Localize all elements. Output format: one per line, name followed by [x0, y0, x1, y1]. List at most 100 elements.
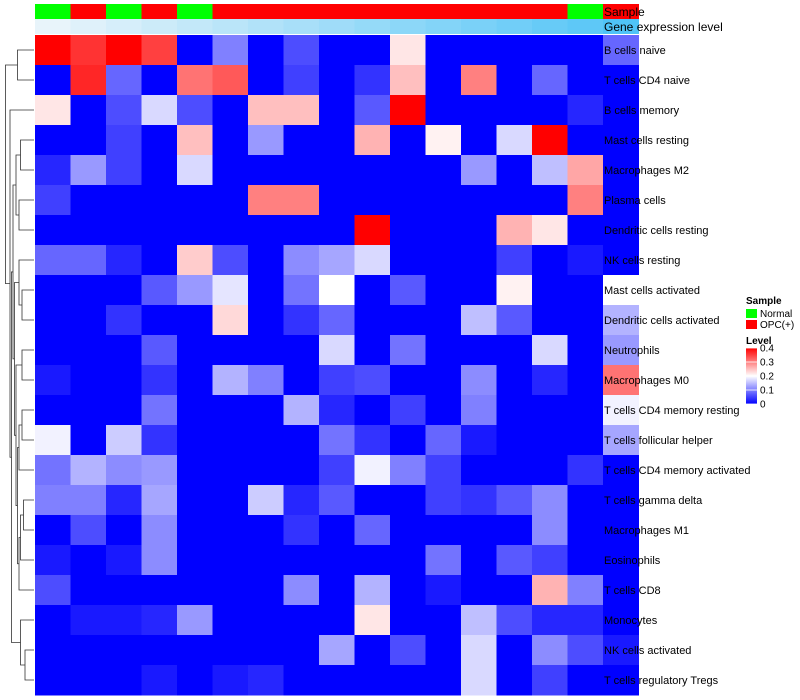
heatmap-cell: [603, 485, 639, 516]
heatmap-cell: [248, 455, 284, 486]
heatmap-cell: [177, 575, 213, 606]
heatmap-cell: [106, 515, 142, 546]
heatmap-cell: [567, 365, 604, 396]
sample-annotation-cell: [212, 4, 249, 19]
level-legend: Level 0.4 0.3 0.2 0.1 0: [746, 336, 774, 411]
heatmap-cell: [532, 425, 568, 456]
heatmap-cell: [141, 65, 178, 96]
heatmap-cell: [567, 125, 604, 156]
heatmap-cell: [319, 155, 355, 186]
sample-annotation-cell: [425, 4, 462, 19]
heatmap-cell: [496, 425, 533, 456]
heatmap-cell: [390, 185, 426, 216]
heatmap-cell: [496, 395, 533, 426]
heatmap-cell: [567, 95, 604, 126]
heatmap-cell: [177, 545, 213, 576]
heatmap-cell: [567, 605, 604, 636]
heatmap-cell: [212, 635, 249, 666]
heatmap-cell: [532, 515, 568, 546]
dendrogram-branch: [20, 139, 34, 171]
row-label: NK cells activated: [604, 645, 691, 657]
heatmap-cell: [141, 575, 178, 606]
heatmap-cell: [567, 395, 604, 426]
heatmap-cell: [106, 575, 142, 606]
dendrogram-branch: [20, 619, 34, 666]
heatmap-cell: [461, 125, 497, 156]
heatmap-cell: [283, 575, 320, 606]
gene-expression-annotation-cell: [35, 19, 71, 34]
heatmap-cell: [390, 305, 426, 336]
heatmap-cell: [212, 245, 249, 276]
heatmap-cell: [461, 155, 497, 186]
sample-annotation-cell: [70, 4, 107, 19]
heatmap-cell: [212, 455, 249, 486]
row-label: B cells memory: [604, 105, 680, 117]
heatmap-cell: [177, 485, 213, 516]
heatmap-cell: [390, 125, 426, 156]
heatmap-cell: [70, 515, 107, 546]
level-tick-label: 0.1: [760, 386, 774, 397]
heatmap-cell: [35, 515, 71, 546]
sample-annotation-cell: [603, 4, 639, 19]
heatmap-cell: [212, 485, 249, 516]
row-labels: B cells naive T cells CD4 naive B cells me…: [604, 45, 751, 687]
heatmap-cell: [177, 305, 213, 336]
heatmap-cell: [354, 35, 391, 66]
heatmap-cell: [496, 605, 533, 636]
heatmap-cell: [106, 245, 142, 276]
heatmap-cell: [248, 125, 284, 156]
heatmap-cell: [603, 215, 639, 246]
heatmap-cell: [248, 185, 284, 216]
heatmap-cell: [248, 665, 284, 696]
heatmap-cell: [425, 665, 462, 696]
row-label: B cells naive: [604, 45, 666, 57]
heatmap-cell: [106, 425, 142, 456]
heatmap-cell: [283, 485, 320, 516]
heatmap-cell: [390, 575, 426, 606]
heatmap-cell: [354, 365, 391, 396]
heatmap-cell: [496, 365, 533, 396]
heatmap-cell: [425, 605, 462, 636]
heatmap-cell: [141, 335, 178, 366]
heatmap-cell: [212, 605, 249, 636]
dendrogram-branch: [15, 154, 21, 216]
dendrogram-branch: [18, 259, 34, 306]
heatmap-cell: [319, 545, 355, 576]
heatmap-cell: [35, 335, 71, 366]
heatmap-cell: [35, 155, 71, 186]
heatmap-cell: [354, 215, 391, 246]
heatmap-cell: [532, 365, 568, 396]
heatmap-cell: [390, 635, 426, 666]
level-tick-label: 0.2: [760, 372, 774, 383]
heatmap-cell: [177, 35, 213, 66]
heatmap-cell: [283, 545, 320, 576]
heatmap-cell: [532, 455, 568, 486]
heatmap-cell: [567, 35, 604, 66]
heatmap-cell: [283, 425, 320, 456]
gene-expression-annotation-cell: [567, 19, 604, 34]
dendrogram-branch: [18, 199, 34, 231]
heatmap-cell: [603, 185, 639, 216]
heatmap-cell: [532, 335, 568, 366]
heatmap-cell: [425, 245, 462, 276]
heatmap-cell: [425, 485, 462, 516]
gene-expression-annotation-cell: [141, 19, 178, 34]
heatmap-cell: [35, 275, 71, 306]
dendrogram-branch: [23, 499, 34, 531]
heatmap-cell: [248, 305, 284, 336]
heatmap-cell: [106, 35, 142, 66]
heatmap-cell: [212, 35, 249, 66]
row-label: Dendritic cells activated: [604, 315, 720, 327]
heatmap-cell: [390, 365, 426, 396]
heatmap-cell: [496, 35, 533, 66]
heatmap-cell: [354, 335, 391, 366]
heatmap-cell: [425, 455, 462, 486]
heatmap-cell: [141, 155, 178, 186]
heatmap-cell: [106, 155, 142, 186]
heatmap-cell: [425, 95, 462, 126]
heatmap-cell: [177, 335, 213, 366]
heatmap-cell: [319, 335, 355, 366]
heatmap-cell: [567, 575, 604, 606]
heatmap-cell: [532, 215, 568, 246]
heatmap-cell: [390, 515, 426, 546]
